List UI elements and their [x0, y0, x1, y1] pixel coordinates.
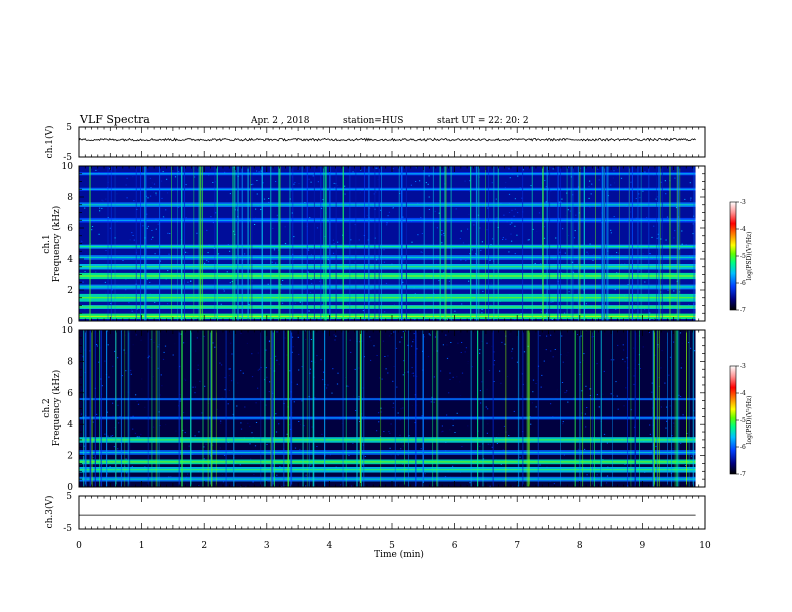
x-tick-label-8: 8 [577, 541, 583, 551]
ch1-spectrogram-panel: 0 2 4 6 8 10 ch.1 Frequency (kHz) [42, 162, 706, 327]
header-date: Apr. 2 , 2018 [250, 116, 310, 126]
ytick-label-0: 0 [67, 317, 73, 327]
ch2-ylabel-channel: ch.2 [42, 398, 52, 417]
ch3-waveform-panel: 5 -5 ch.3(V) [44, 492, 706, 534]
ytick-label-6: 6 [67, 389, 73, 399]
ch2-spectrogram-ytick-labels: 0 2 4 6 8 10 [62, 326, 74, 493]
colorbar-tick--3: -3 [740, 363, 746, 370]
ch1-waveform-panel: 5 -5 ch.1(V) [44, 123, 706, 163]
ch1-ylabel: ch.1(V) [44, 126, 55, 159]
colorbar-tick--5: -5 [740, 253, 746, 260]
ch1-colorbar-label: log(PSD)(V²/Hz) [746, 232, 753, 281]
colorbar-tick--5: -5 [740, 417, 746, 424]
x-axis-tick-labels: 0 1 2 3 4 5 6 7 8 9 10 [76, 541, 711, 551]
colorbar-tick--7: -7 [740, 307, 746, 314]
colorbar-tick--4: -4 [740, 390, 746, 397]
x-tick-label-9: 9 [640, 541, 646, 551]
ytick-label-8: 8 [67, 357, 73, 367]
ytick-label-10: 10 [62, 326, 74, 336]
ytick-label-4: 4 [67, 420, 73, 430]
ch2-colorbar: -3 -4 -5 -6 -7 log(PSD)(V²/Hz) [729, 363, 753, 478]
ch2-spectrogram-panel: 0 2 4 6 8 10 ch.2 Frequency (kHz) [42, 326, 706, 493]
ch1-colorbar: -3 -4 -5 -6 -7 log(PSD)(V²/Hz) [729, 199, 753, 314]
ch1-ytick-bottom: -5 [63, 153, 72, 163]
ch1-ytick-top: 5 [66, 123, 72, 133]
ch2-spectrogram-ticks [78, 329, 706, 488]
ch2-spectrogram-image [79, 330, 705, 487]
ytick-label-2: 2 [67, 452, 73, 462]
colorbar-tick--4: -4 [740, 226, 746, 233]
x-tick-label-10: 10 [699, 541, 711, 551]
ch1-waveform-ticks [78, 127, 706, 157]
x-tick-label-1: 1 [139, 541, 145, 551]
ch2-colorbar-label: log(PSD)(V²/Hz) [746, 396, 753, 445]
ch3-ytick-bottom: -5 [63, 524, 72, 534]
x-axis-label: Time (min) [374, 549, 424, 560]
ch1-colorbar-ticks: -3 -4 -5 -6 -7 [736, 199, 746, 314]
x-tick-label-2: 2 [201, 541, 207, 551]
x-tick-label-0: 0 [76, 541, 82, 551]
header-station: station=HUS [343, 116, 403, 126]
header-start-ut: start UT = 22: 20: 2 [437, 116, 529, 126]
ch2-colorbar-ticks: -3 -4 -5 -6 -7 [736, 363, 746, 478]
ch3-ytick-top: 5 [66, 492, 72, 502]
ch1-spectrogram-ticks [78, 165, 706, 322]
colorbar-tick--7: -7 [740, 471, 746, 478]
ch1-ylabel-channel: ch.1 [42, 234, 52, 253]
ch1-spectrogram-ytick-labels: 0 2 4 6 8 10 [62, 162, 74, 327]
ch1-ylabel-frequency: Frequency (kHz) [51, 206, 62, 283]
ytick-label-2: 2 [67, 286, 73, 296]
ch3-ylabel: ch.3(V) [44, 496, 55, 529]
ytick-label-10: 10 [62, 162, 74, 172]
x-tick-label-7: 7 [514, 541, 520, 551]
ch1-spectrogram-image [79, 166, 705, 321]
colorbar-tick--6: -6 [740, 280, 746, 287]
x-tick-label-4: 4 [327, 541, 333, 551]
colorbar-tick--6: -6 [740, 444, 746, 451]
x-tick-label-6: 6 [452, 541, 458, 551]
ytick-label-8: 8 [67, 193, 73, 203]
x-tick-label-5: 5 [389, 541, 395, 551]
ch2-ylabel-frequency: Frequency (kHz) [51, 370, 62, 447]
ytick-label-0: 0 [67, 483, 73, 493]
ch1-waveform-line [78, 137, 696, 142]
ytick-label-4: 4 [67, 255, 73, 265]
ytick-label-6: 6 [67, 224, 73, 234]
figure-title: VLF Spectra [79, 113, 150, 126]
ch3-waveform-ticks [78, 496, 706, 529]
colorbar-tick--3: -3 [740, 199, 746, 206]
x-tick-label-3: 3 [264, 541, 270, 551]
